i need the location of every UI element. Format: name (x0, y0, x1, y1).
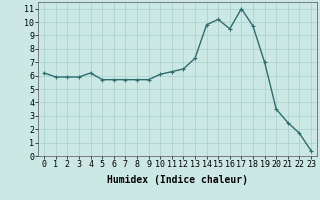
X-axis label: Humidex (Indice chaleur): Humidex (Indice chaleur) (107, 175, 248, 185)
